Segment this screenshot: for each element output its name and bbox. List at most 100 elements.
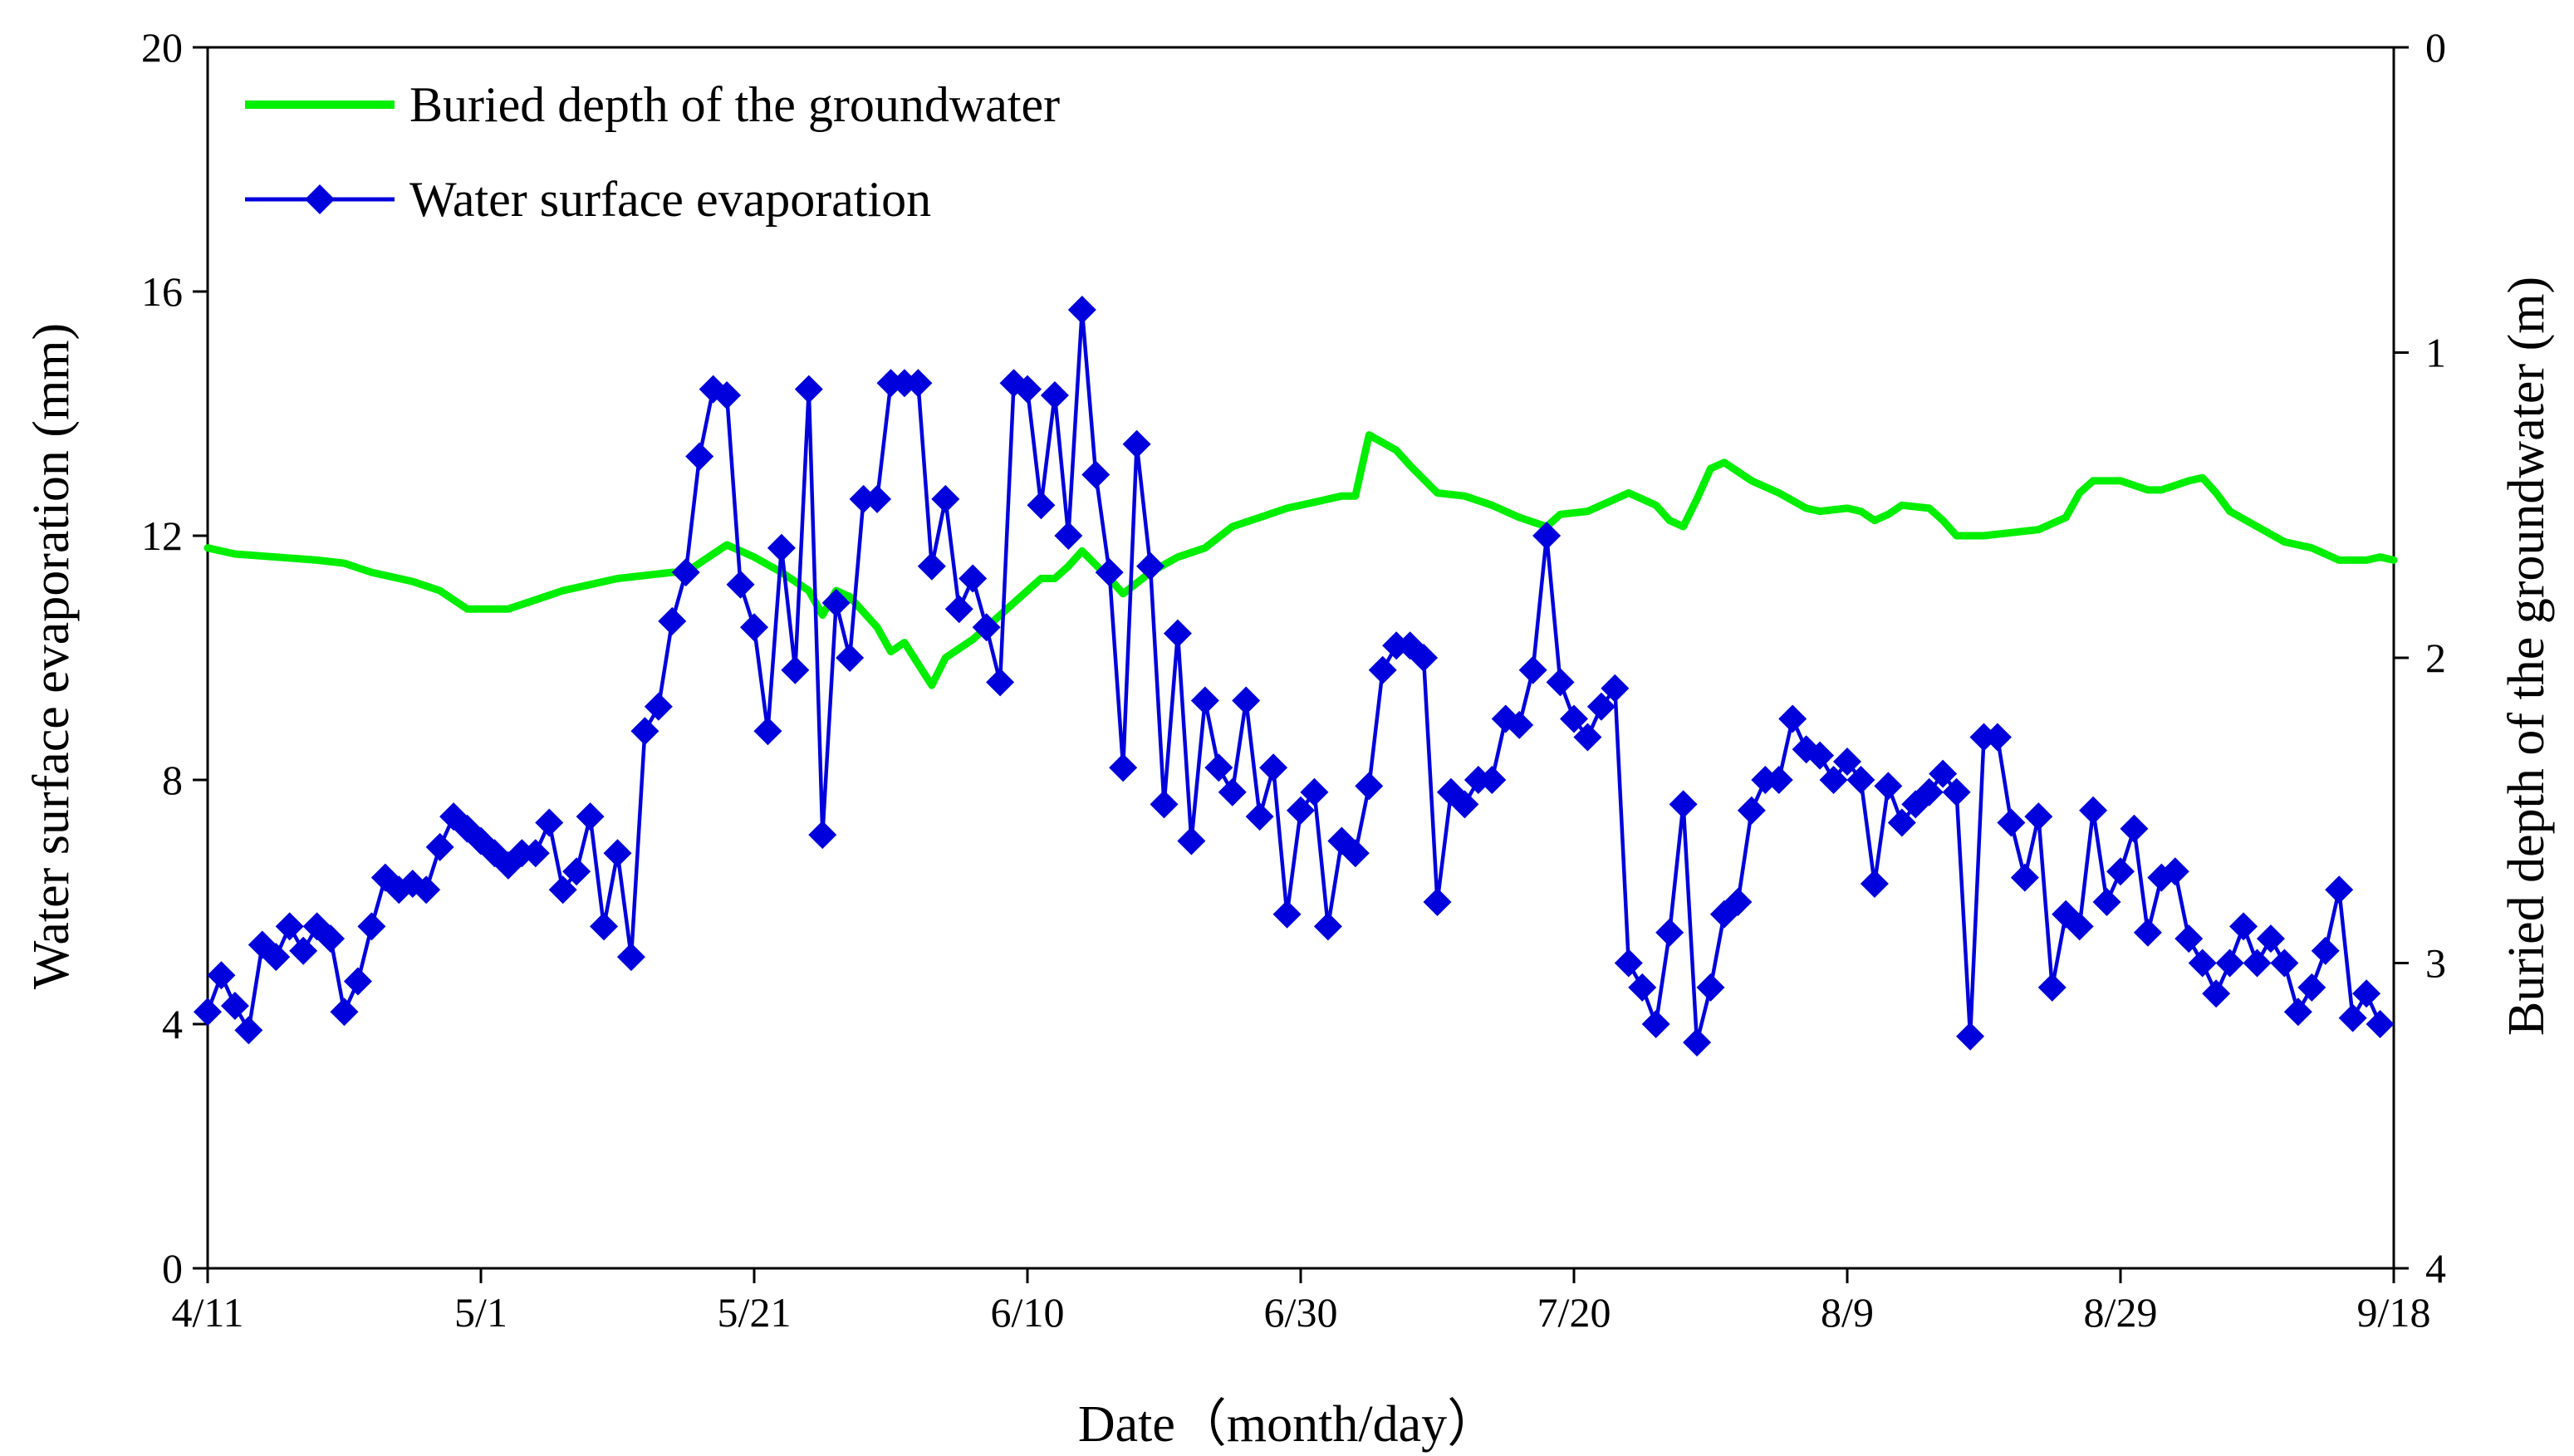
y-left-tick-label: 16	[141, 268, 183, 315]
evaporation-marker	[658, 606, 687, 635]
evaporation-marker	[713, 380, 742, 409]
evaporation-marker	[2283, 998, 2312, 1027]
evaporation-marker	[357, 912, 386, 941]
evaporation-marker	[1355, 772, 1384, 801]
y-left-tick-label: 8	[162, 757, 183, 803]
evaporation-marker	[972, 613, 1001, 642]
y-right-tick-label: 2	[2425, 635, 2446, 681]
evaporation-marker	[1287, 796, 1315, 825]
x-tick-label: 4/11	[171, 1289, 243, 1336]
evaporation-marker	[425, 832, 454, 861]
evaporation-marker	[1683, 1028, 1712, 1057]
y-right-tick-label: 4	[2425, 1245, 2446, 1292]
evaporation-marker	[576, 802, 605, 831]
y-left-tick-label: 4	[162, 1001, 183, 1047]
evaporation-marker	[2338, 1003, 2367, 1032]
evaporation-marker	[944, 595, 973, 624]
evaporation-marker	[1846, 766, 1875, 794]
evaporation-marker	[1027, 491, 1056, 520]
evaporation-marker	[2256, 924, 2285, 954]
evaporation-marker	[1109, 753, 1138, 782]
evaporation-marker	[630, 717, 659, 746]
evaporation-marker	[821, 588, 851, 617]
evaporation-marker	[1819, 766, 1848, 794]
evaporation-marker	[2024, 802, 2053, 831]
evaporation-marker	[1601, 674, 1630, 703]
legend: Buried depth of the groundwater Water su…	[245, 77, 1060, 227]
x-tick-label: 8/29	[2084, 1289, 2158, 1336]
evaporation-marker	[2037, 973, 2067, 1002]
axis-ticks	[193, 46, 2409, 1283]
evaporation-marker	[1245, 802, 1274, 831]
evaporation-marker	[1040, 380, 1069, 409]
legend-swatch-evaporation-diamond-icon	[305, 184, 335, 214]
evaporation-marker	[1272, 900, 1302, 929]
evaporation-marker	[330, 998, 359, 1027]
evaporation-marker	[548, 875, 577, 904]
evaporation-marker	[2010, 863, 2039, 892]
y-right-tick-label: 3	[2425, 940, 2446, 987]
evaporation-marker	[1190, 686, 1219, 715]
evaporation-marker	[1450, 790, 1479, 819]
evaporation-marker	[275, 912, 304, 941]
evaporation-marker	[1067, 296, 1096, 325]
evaporation-marker	[1546, 668, 1575, 697]
evaporation-marker	[1478, 766, 1507, 794]
evaporation-marker	[2092, 888, 2121, 916]
evaporation-marker	[781, 655, 810, 684]
evaporation-marker	[808, 821, 837, 850]
evaporation-marker	[1259, 753, 1288, 782]
evaporation-marker	[262, 943, 291, 972]
evaporation-marker	[535, 808, 564, 837]
evaporation-marker	[2188, 949, 2217, 978]
evaporation-marker	[289, 936, 318, 965]
evaporation-marker	[740, 613, 768, 642]
evaporation-marker	[836, 644, 865, 672]
evaporation-marker	[1833, 747, 1861, 776]
evaporation-marker	[2325, 875, 2354, 904]
evaporation-marker	[1095, 558, 1124, 587]
y-left-tick-label: 12	[141, 512, 183, 559]
evaporation-marker	[2120, 814, 2149, 843]
x-axis-title: Date（month/day）	[1078, 1396, 1498, 1453]
evaporation-marker	[2065, 912, 2094, 941]
evaporation-marker	[904, 369, 933, 398]
evaporation-marker	[220, 991, 249, 1020]
legend-label-groundwater-depth: Buried depth of the groundwater	[409, 77, 1060, 132]
evaporation-marker	[1764, 766, 1793, 794]
y-right-tick-label: 0	[2425, 24, 2446, 71]
evaporation-marker	[207, 961, 236, 990]
x-tick-label: 6/30	[1264, 1289, 1338, 1336]
evaporation-marker	[1150, 790, 1179, 819]
axis-tick-labels: 4/11 5/1 5/21 6/10 6/30 7/20 8/9 8/29 9/18048121…	[141, 24, 2446, 1336]
x-tick-label: 5/1	[454, 1289, 507, 1336]
x-tick-label: 8/9	[1821, 1289, 1874, 1336]
x-tick-label: 5/21	[718, 1289, 792, 1336]
evaporation-marker	[412, 875, 441, 904]
x-tick-label: 6/10	[991, 1289, 1065, 1336]
evaporation-marker	[562, 857, 591, 886]
evaporation-marker	[794, 375, 823, 404]
evaporation-marker	[1532, 522, 1562, 550]
evaporation-marker	[1723, 888, 1753, 916]
evaporation-marker	[1628, 973, 1657, 1002]
evaporation-marker	[2243, 949, 2272, 978]
evaporation-marker	[1136, 552, 1165, 581]
evaporation-marker	[1997, 808, 2026, 837]
evaporation-marker	[1956, 1022, 1985, 1051]
y-left-tick-label: 20	[141, 24, 183, 71]
evaporation-marker	[2106, 857, 2135, 886]
evaporation-marker	[1915, 777, 1944, 806]
evaporation-marker	[1341, 839, 1370, 868]
evaporation-marker	[959, 564, 988, 593]
evaporation-marker	[2297, 973, 2326, 1002]
evaporation-marker	[1368, 655, 1397, 684]
evaporation-marker	[1887, 808, 1916, 837]
evaporation-marker	[2215, 949, 2244, 978]
evaporation-marker	[2366, 1010, 2395, 1038]
evaporation-marker	[1054, 522, 1083, 550]
evaporation-marker	[1573, 723, 1602, 752]
evaporation-marker	[1669, 790, 1698, 819]
